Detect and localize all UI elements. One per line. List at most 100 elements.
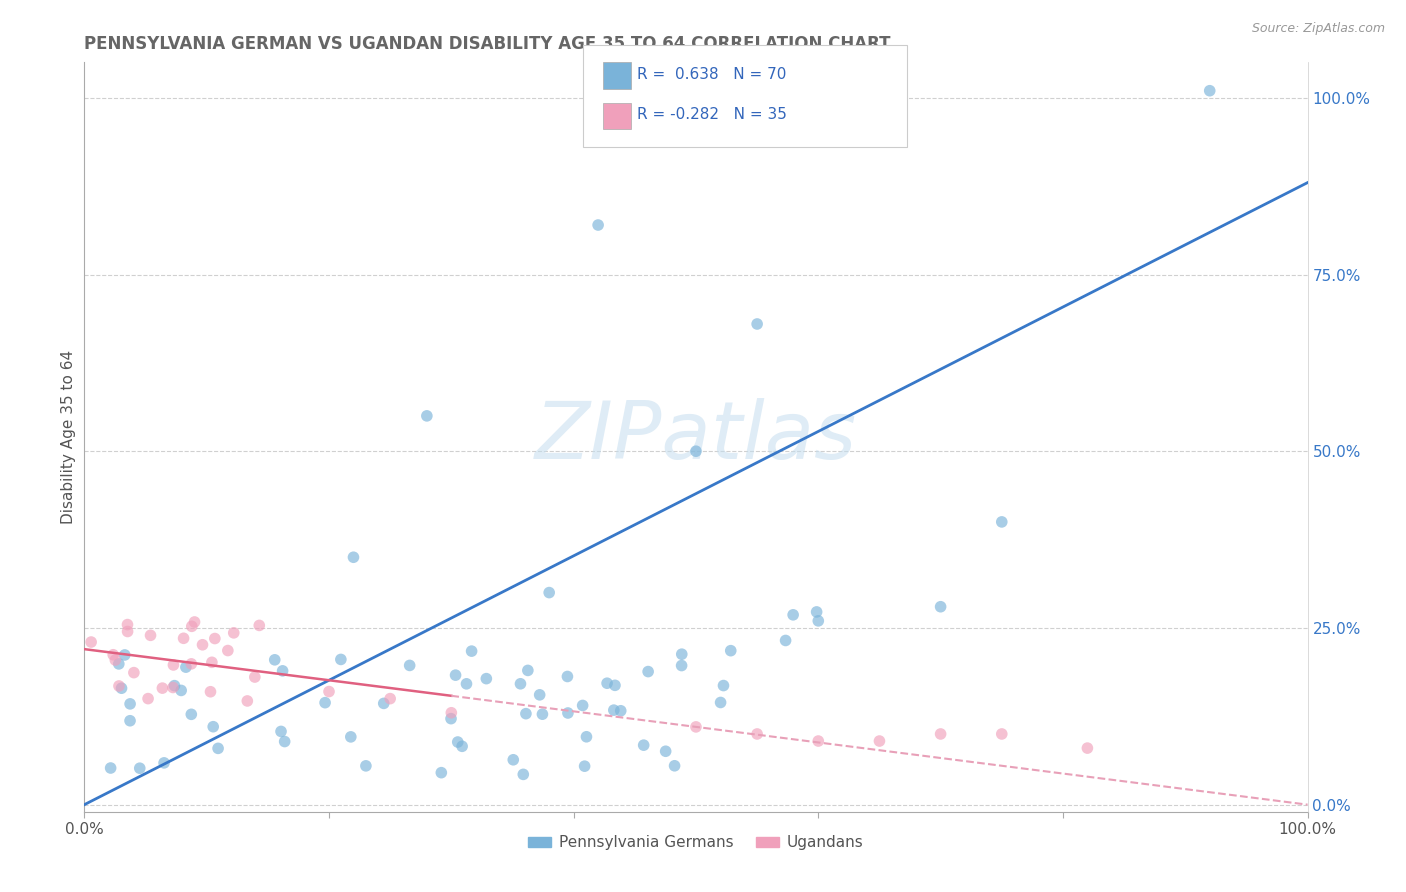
Point [107,657,129,671]
Point [685,720,707,734]
Point [136,691,159,706]
Point [120,697,142,711]
Point [502,753,524,767]
Point [207,741,229,756]
Point [398,658,420,673]
Point [571,698,593,713]
Point [531,707,554,722]
Text: R = -0.282   N = 35: R = -0.282 N = 35 [637,107,787,121]
Text: Source: ZipAtlas.com: Source: ZipAtlas.com [1251,22,1385,36]
Point [183,615,205,629]
Point [180,657,202,671]
Point [557,669,579,683]
Point [447,735,470,749]
Point [538,585,561,599]
Point [557,706,579,720]
Point [170,683,193,698]
Point [104,653,127,667]
Point [444,668,467,682]
Point [710,696,733,710]
Point [202,720,225,734]
Point [929,599,952,614]
Point [122,665,145,680]
Point [217,643,239,657]
Point [603,703,626,717]
Point [460,644,482,658]
Point [509,677,531,691]
Point [430,765,453,780]
Point [416,409,439,423]
Point [340,730,363,744]
Point [100,761,122,775]
Point [342,550,364,565]
Point [162,681,184,695]
Point [775,633,797,648]
Point [747,727,769,741]
Point [329,652,352,666]
Point [575,730,598,744]
Point [991,727,1014,741]
Point [271,664,294,678]
Point [515,706,537,721]
Point [117,617,139,632]
Legend: Pennsylvania Germans, Ugandans: Pennsylvania Germans, Ugandans [522,830,870,856]
Point [806,605,828,619]
Point [191,638,214,652]
Point [440,706,463,720]
Point [713,679,735,693]
Point [782,607,804,622]
Text: PENNSYLVANIA GERMAN VS UGANDAN DISABILITY AGE 35 TO 64 CORRELATION CHART: PENNSYLVANIA GERMAN VS UGANDAN DISABILIT… [84,35,891,53]
Point [440,712,463,726]
Point [162,657,184,672]
Point [1076,741,1098,756]
Point [1198,84,1220,98]
Point [637,665,659,679]
Point [596,676,619,690]
Point [869,734,891,748]
Point [243,670,266,684]
Point [373,697,395,711]
Point [512,767,534,781]
Point [180,707,202,722]
Point [475,672,498,686]
Point [180,619,202,633]
Point [236,694,259,708]
Point [108,679,131,693]
Point [529,688,551,702]
Point [314,696,336,710]
Point [270,724,292,739]
Point [222,625,245,640]
Point [991,515,1014,529]
Point [247,618,270,632]
Point [117,624,139,639]
Point [747,317,769,331]
Point [456,677,478,691]
Point [200,684,222,698]
Point [118,714,141,728]
Point [603,678,626,692]
Point [671,658,693,673]
Point [451,739,474,754]
Point [263,653,285,667]
Point [173,632,195,646]
Point [654,744,676,758]
Point [664,758,686,772]
Point [609,704,631,718]
Y-axis label: Disability Age 35 to 64: Disability Age 35 to 64 [60,350,76,524]
Point [807,614,830,628]
Text: R =  0.638   N = 70: R = 0.638 N = 70 [637,67,786,81]
Point [174,660,197,674]
Point [807,734,830,748]
Point [273,734,295,748]
Point [318,684,340,698]
Point [110,681,132,696]
Point [685,444,707,458]
Point [720,643,742,657]
Point [201,656,224,670]
Point [633,738,655,752]
Point [114,648,136,662]
Point [671,647,693,661]
Point [574,759,596,773]
Point [103,648,125,662]
Point [204,632,226,646]
